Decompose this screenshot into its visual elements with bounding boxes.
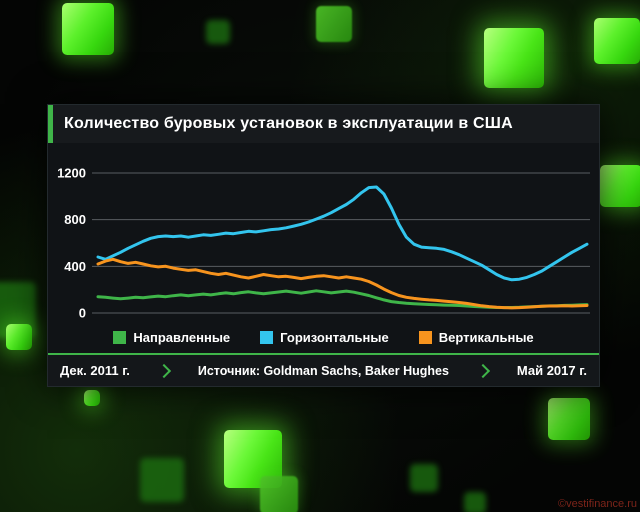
decor-cube: [410, 464, 438, 492]
legend-label: Вертикальные: [438, 329, 534, 345]
decor-cube: [84, 390, 100, 406]
watermark: ©vestifinance.ru: [557, 498, 637, 510]
end-date-label: Май 2017 г.: [516, 363, 587, 378]
decor-cube: [484, 28, 544, 88]
decor-cube: [206, 20, 230, 44]
title-accent-bar: [48, 105, 53, 143]
horizontal-swatch: [260, 330, 274, 344]
decor-cube: [260, 476, 298, 512]
rig-count-line-chart: 0 400 800 1200: [48, 143, 599, 321]
directional-swatch: [113, 330, 127, 344]
chevron-right-icon: [156, 363, 171, 378]
decor-cube: [6, 324, 32, 350]
legend-label: Горизонтальные: [280, 329, 389, 345]
chart-panel: Количество буровых установок в эксплуата…: [47, 104, 600, 387]
y-tick-label: 0: [79, 306, 86, 321]
decor-cube: [594, 18, 640, 64]
y-tick-label: 400: [64, 259, 86, 274]
legend-item-vertical: Вертикальные: [418, 329, 534, 345]
source-label: Источник: Goldman Sachs, Baker Hughes: [197, 363, 449, 378]
series-line: [96, 289, 589, 310]
decor-cube: [62, 3, 114, 55]
decor-cube: [140, 458, 184, 502]
legend-item-horizontal: Горизонтальные: [260, 330, 389, 345]
chart-legend: Направленные Горизонтальные Вертикальные: [48, 321, 599, 353]
decor-cube: [464, 492, 486, 512]
y-tick-label: 800: [64, 212, 86, 227]
series-line: [96, 185, 589, 282]
legend-item-directional: Направленные: [113, 330, 230, 345]
decor-cube: [548, 398, 590, 440]
decor-cube: [316, 6, 352, 42]
legend-label: Направленные: [133, 329, 231, 345]
start-date-label: Дек. 2011 г.: [60, 363, 130, 378]
series-line: [96, 257, 589, 310]
chevron-right-icon: [475, 363, 490, 378]
vertical-swatch: [418, 330, 432, 344]
chart-footer-bar: Дек. 2011 г. Источник: Goldman Sachs, Ba…: [48, 353, 599, 386]
chart-title: Количество буровых установок в эксплуата…: [64, 115, 513, 132]
decor-cube: [600, 165, 640, 207]
chart-title-bar: Количество буровых установок в эксплуата…: [48, 105, 599, 143]
y-tick-label: 1200: [57, 166, 86, 181]
